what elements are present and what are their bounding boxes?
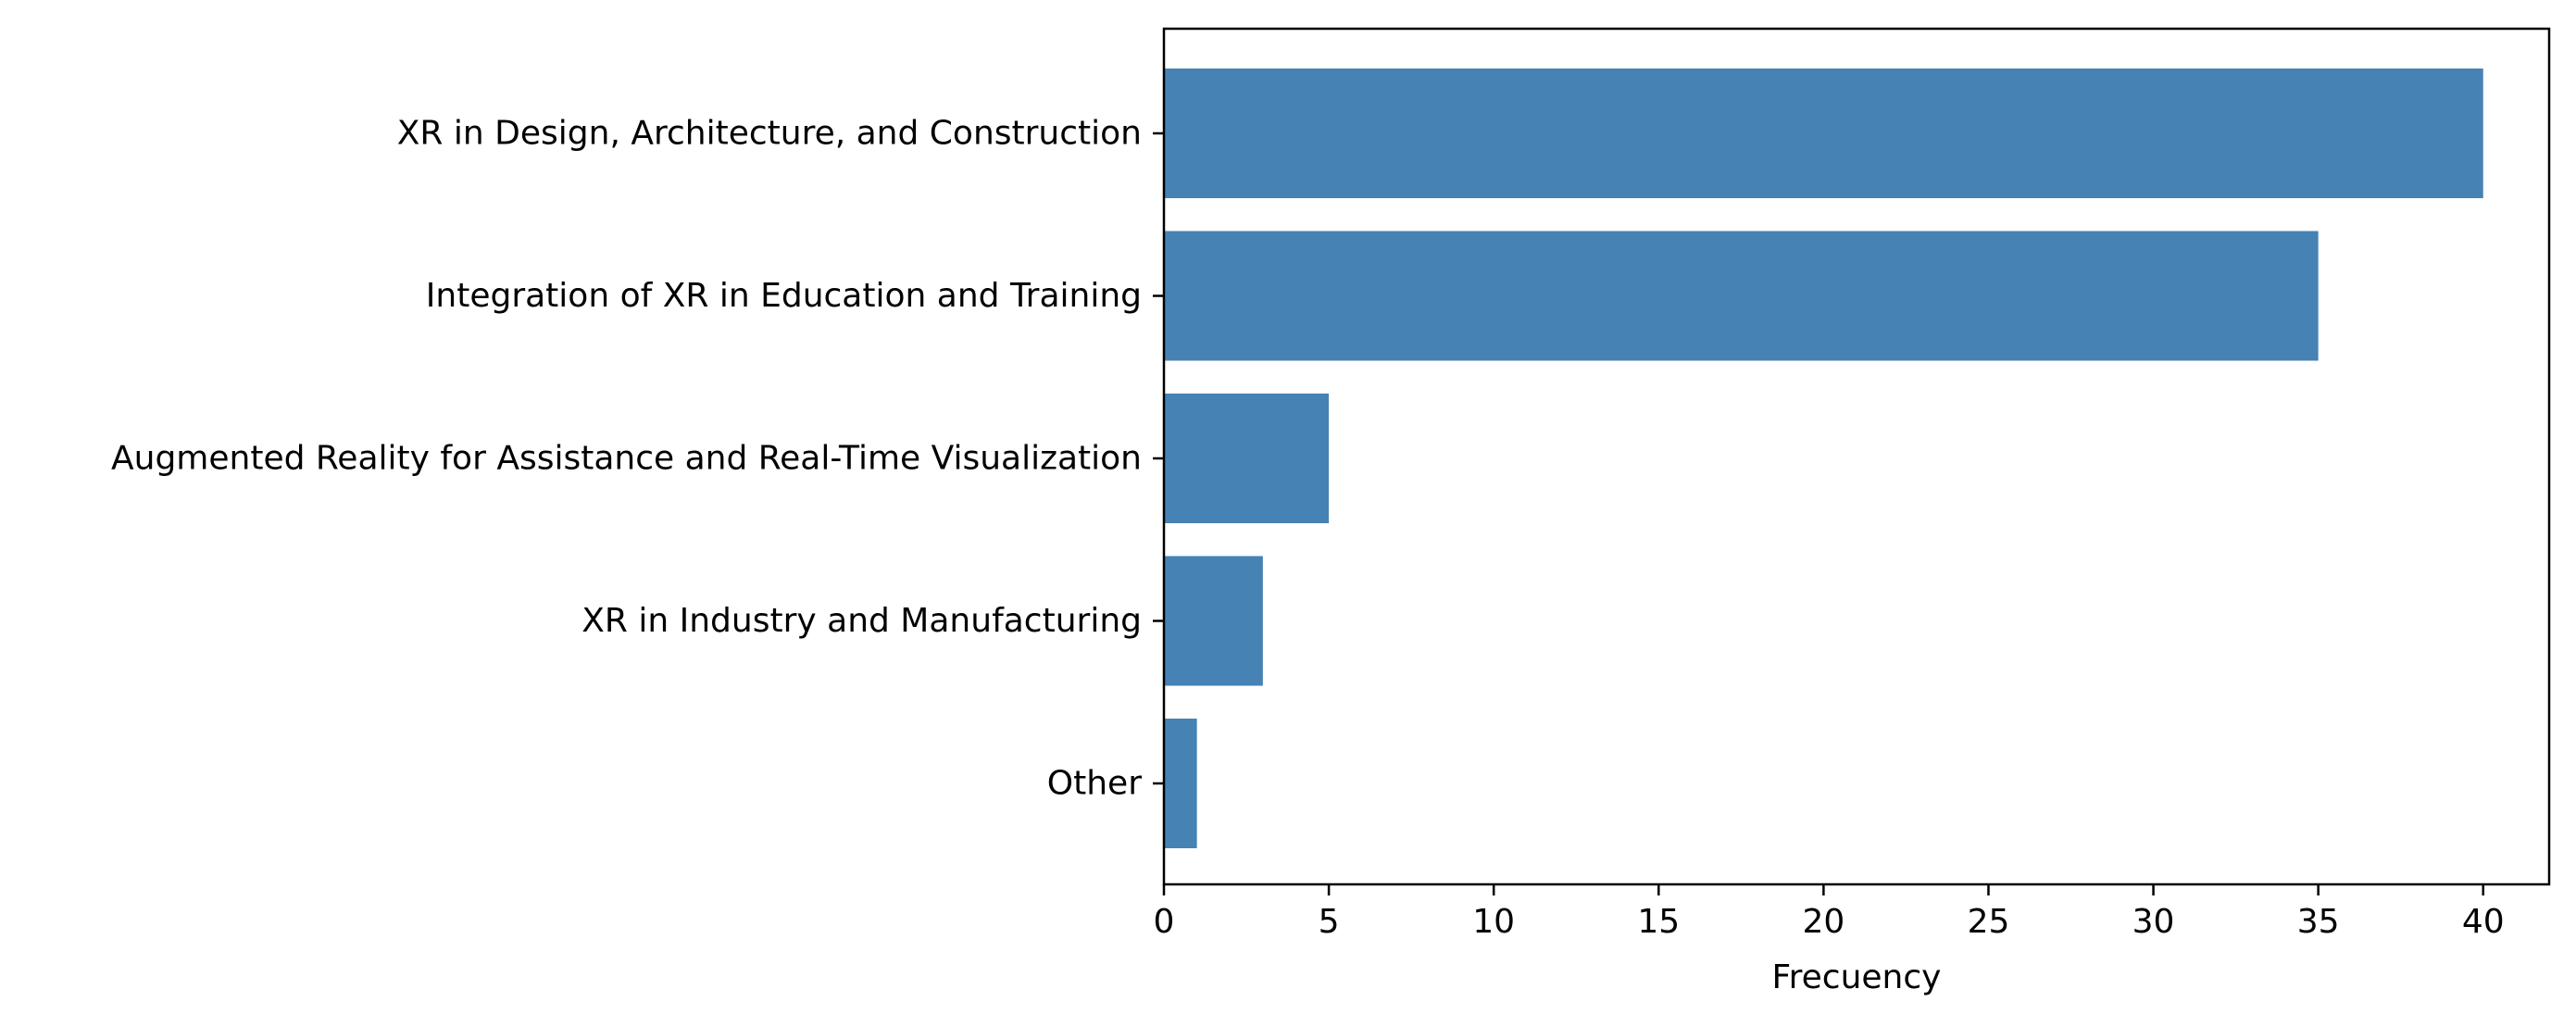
y-tick-label: XR in Design, Architecture, and Construc… [397,115,1142,153]
x-tick-label: 35 [2297,903,2340,941]
x-tick-label: 5 [1319,903,1340,941]
bars-group [1164,69,2483,848]
y-tick-label: XR in Industry and Manufacturing [581,602,1142,640]
bar [1164,69,2483,198]
x-tick-label: 15 [1637,903,1680,941]
bar [1164,719,1197,848]
x-tick-label: 10 [1472,903,1515,941]
bar [1164,231,2319,361]
x-tick-label: 25 [1968,903,2010,941]
bar [1164,394,1330,523]
x-tick-label: 30 [2132,903,2175,941]
bar [1164,556,1263,686]
x-axis-label: Frecuency [1772,958,1942,996]
y-tick-label: Integration of XR in Education and Train… [426,277,1142,315]
x-tick-label: 0 [1154,903,1175,941]
y-axis: XR in Design, Architecture, and Construc… [111,115,1164,803]
x-axis: 0 5 10 15 20 25 30 35 40 [1154,884,2505,941]
x-tick-label: 20 [1802,903,1844,941]
y-tick-label: Other [1047,765,1142,803]
x-tick-label: 40 [2462,903,2505,941]
y-tick-label: Augmented Reality for Assistance and Rea… [111,440,1142,478]
plot-frame [1162,27,2551,886]
